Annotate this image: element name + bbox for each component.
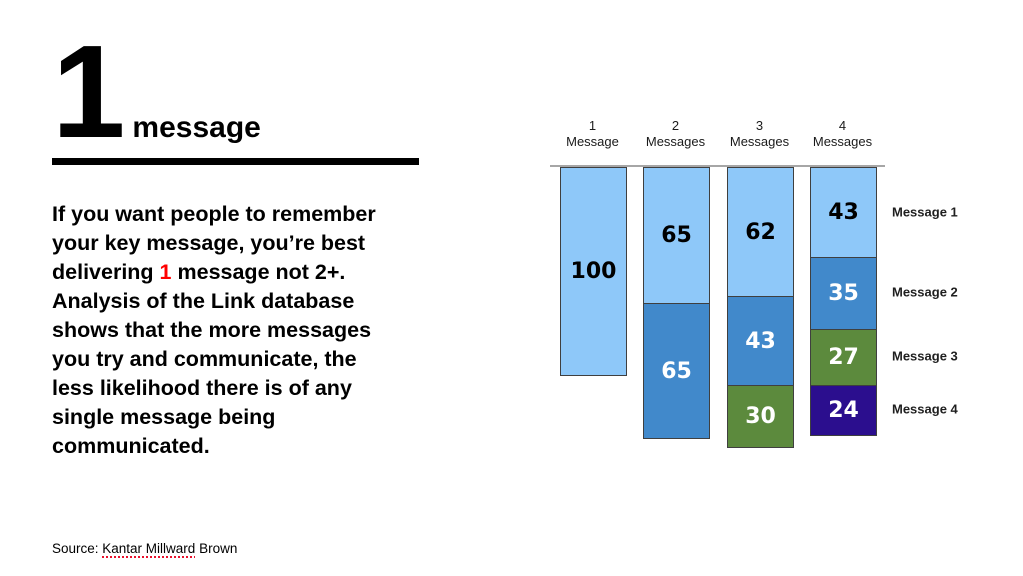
chart-segment: 24: [811, 385, 876, 435]
headline-word: message: [132, 111, 261, 144]
chart-top-axis-line: [550, 165, 885, 167]
chart-column: 62 43 30: [727, 167, 794, 448]
paragraph-line: shows that the more messages: [52, 318, 372, 342]
category-label-line: Messages: [645, 134, 706, 149]
source-text-underlined: Kantar Millward: [102, 541, 196, 556]
chart-segment: 65: [644, 303, 709, 438]
chart-segment: 100: [561, 168, 626, 375]
chart-segment: 65: [644, 168, 709, 303]
chart-region: 1 Message 2 Messages 3 Messages 4 Messages 100 65…: [550, 115, 1023, 470]
paragraph-line: you try and communicate, the: [52, 347, 357, 371]
chart-segment: 27: [811, 329, 876, 385]
chart-segment: 43: [728, 296, 793, 385]
title-underline-rule: [52, 158, 419, 165]
source-label: Source:: [52, 541, 103, 556]
chart-segment: 43: [811, 168, 876, 257]
category-label: 2 Messages: [628, 118, 724, 150]
category-label-line: 3: [755, 118, 764, 133]
paragraph-line: delivering 1 message not 2+.: [52, 258, 376, 287]
paragraph-line: Analysis of the Link database: [52, 289, 355, 313]
series-label: Message 4: [892, 401, 958, 417]
category-label: 4 Messages: [795, 118, 891, 150]
highlight-number: 1: [159, 260, 172, 284]
category-label: 1 Message: [545, 118, 641, 150]
source-line: Source: Kantar Millward Brown: [52, 541, 237, 556]
paragraph-line: single message being: [52, 405, 276, 429]
body-paragraph: If you want people to remember your key m…: [52, 200, 376, 461]
headline: 1 message: [52, 26, 261, 158]
category-label-line: Message: [566, 134, 619, 149]
paragraph-text: delivering: [52, 260, 160, 284]
category-label-line: 4: [838, 118, 847, 133]
series-label: Message 1: [892, 204, 958, 220]
paragraph-line: communicated.: [52, 434, 210, 458]
chart-segment: 35: [811, 257, 876, 329]
category-label-line: 2: [671, 118, 680, 133]
source-text-rest: Brown: [195, 541, 238, 556]
paragraph-line: If you want people to remember: [52, 202, 376, 226]
chart-column: 65 65: [643, 167, 710, 439]
chart-segment: 30: [728, 385, 793, 447]
paragraph-line: less likelihood there is of any: [52, 376, 352, 400]
paragraph-text: message not 2+.: [171, 260, 346, 284]
paragraph-line: your key message, you’re best: [52, 231, 366, 255]
chart-column: 100: [560, 167, 627, 376]
chart-column: 43 35 27 24: [810, 167, 877, 436]
category-label-line: 1: [588, 118, 597, 133]
headline-number: 1: [52, 18, 125, 165]
series-label: Message 3: [892, 348, 958, 364]
chart-segment: 62: [728, 168, 793, 296]
category-label: 3 Messages: [712, 118, 808, 150]
category-label-line: Messages: [812, 134, 873, 149]
category-label-line: Messages: [729, 134, 790, 149]
series-label: Message 2: [892, 284, 958, 300]
